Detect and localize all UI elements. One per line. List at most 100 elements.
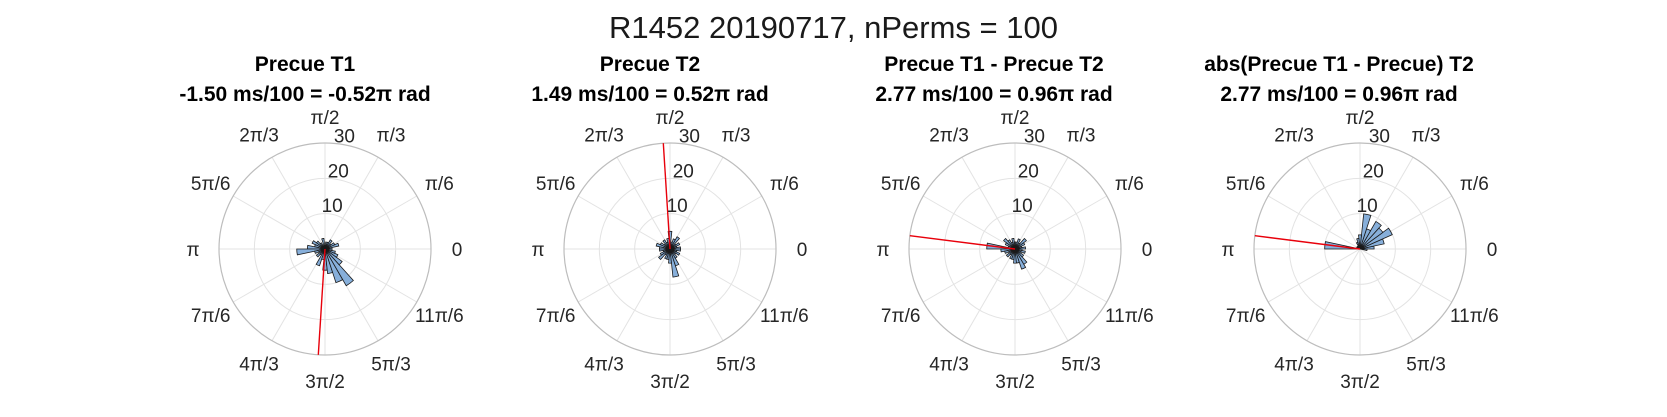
histogram-bar	[1003, 237, 1016, 250]
theta-tick-label: 11π/6	[415, 306, 464, 327]
theta-tick-label: 5π/6	[1226, 174, 1266, 195]
r-tick-label: 20	[1363, 161, 1384, 182]
theta-tick-label: 3π/2	[305, 372, 345, 393]
histogram-bar	[324, 248, 343, 266]
r-gridline	[289, 213, 361, 285]
panel-4-title-block: abs(Precue T1 - Precue) T2 2.77 ms/100 =…	[1139, 50, 1539, 110]
theta-tick-label: 7π/6	[1226, 306, 1266, 327]
polar-plot-1: 10 20 30 0 π/6 π/3 π/2 2π/3 5π/6 π 7π/6 4π/3 3π/2 5π/…	[186, 108, 463, 393]
histogram-bar	[324, 248, 336, 254]
histogram-bar	[1004, 242, 1016, 250]
histogram-bar	[324, 248, 339, 258]
histogram-bar	[1014, 248, 1023, 251]
histogram-bar	[311, 240, 326, 250]
theta-gridline	[669, 156, 724, 250]
theta-tick-label: 7π/6	[536, 306, 576, 327]
r-tick-label: 30	[679, 127, 700, 148]
theta-tick-label: 5π/6	[536, 174, 576, 195]
theta-tick-label: π/2	[1001, 108, 1030, 129]
theta-tick-label: π/6	[1115, 174, 1144, 195]
theta-tick-label: π	[876, 240, 889, 261]
theta-gridline	[1359, 248, 1453, 303]
histogram-bar	[1014, 238, 1021, 250]
r-gridline	[598, 177, 742, 321]
theta-gridline	[922, 195, 1016, 250]
theta-tick-label: 11π/6	[760, 306, 809, 327]
theta-tick-label: π/6	[1460, 174, 1489, 195]
theta-gridline	[577, 195, 671, 250]
theta-gridline	[577, 248, 671, 303]
theta-tick-label: 5π/3	[1406, 354, 1446, 375]
panel-3-subtitle: 2.77 ms/100 = 0.96π rad	[875, 83, 1113, 106]
panel-4-title: abs(Precue T1 - Precue) T2	[1204, 53, 1474, 76]
theta-tick-label: 4π/3	[584, 354, 624, 375]
theta-tick-label: π/2	[656, 108, 685, 129]
histogram-bar	[1014, 248, 1026, 254]
theta-tick-label: 4π/3	[1274, 354, 1314, 375]
r-gridline	[634, 213, 706, 285]
theta-tick-label: π/3	[377, 126, 406, 147]
theta-gridline	[324, 195, 418, 250]
theta-tick-label: 7π/6	[191, 306, 231, 327]
mean-angle-line	[317, 248, 326, 355]
panel-4-subtitle: 2.77 ms/100 = 0.96π rad	[1220, 83, 1458, 106]
theta-tick-label: 5π/3	[1061, 354, 1101, 375]
histogram-bar	[1324, 241, 1361, 250]
r-tick-label: 30	[1024, 127, 1045, 148]
theta-tick-label: π	[531, 240, 544, 261]
panel-2-title-block: Precue T2 1.49 ms/100 = 0.52π rad	[450, 50, 850, 110]
histogram-bar	[324, 248, 354, 287]
theta-tick-label: 0	[797, 240, 808, 261]
theta-tick-label: π/2	[311, 108, 340, 129]
panel-1-title-block: Precue T1 -1.50 ms/100 = -0.52π rad	[105, 50, 505, 110]
theta-gridline	[669, 195, 763, 250]
r-tick-label: 10	[1012, 196, 1033, 217]
theta-tick-label: 7π/6	[881, 306, 921, 327]
theta-gridline	[324, 248, 418, 303]
theta-gridline	[1359, 248, 1414, 342]
theta-gridline	[1014, 156, 1069, 250]
histogram-bar	[1359, 227, 1393, 250]
theta-tick-label: π	[186, 240, 199, 261]
r-tick-label: 10	[322, 196, 343, 217]
theta-tick-label: 2π/3	[1274, 126, 1314, 147]
panel-1-title: Precue T1	[254, 53, 356, 76]
theta-tick-label: 11π/6	[1105, 306, 1154, 327]
theta-tick-label: 2π/3	[239, 126, 279, 147]
theta-tick-label: π/3	[1412, 126, 1441, 147]
theta-tick-label: 5π/6	[881, 174, 921, 195]
theta-tick-label: 2π/3	[584, 126, 624, 147]
mean-angle-line	[909, 235, 1016, 250]
r-gridline	[979, 213, 1051, 285]
theta-tick-label: 0	[452, 240, 463, 261]
figure-title: R1452 20190717, nPerms = 100	[609, 10, 1058, 45]
polar-plot-3: 10 20 30 0 π/6 π/3 π/2 2π/3 5π/6 π 7π/6 4π/3 3π/2 5π/…	[876, 108, 1153, 393]
theta-tick-label: 3π/2	[995, 372, 1035, 393]
theta-gridline	[1267, 248, 1361, 303]
theta-gridline	[1267, 195, 1361, 250]
histogram-bar	[1359, 220, 1382, 250]
mean-angle-line	[662, 143, 671, 250]
r-gridline	[1288, 177, 1432, 321]
r-tick-label: 30	[1369, 127, 1390, 148]
theta-tick-label: π/6	[425, 174, 454, 195]
theta-tick-label: π/6	[770, 174, 799, 195]
histogram-bar	[324, 248, 333, 251]
r-tick-label: 20	[328, 161, 349, 182]
r-tick-label: 30	[334, 127, 355, 148]
theta-tick-label: π/3	[722, 126, 751, 147]
theta-tick-label: 0	[1487, 240, 1498, 261]
polar-outer-ring	[563, 142, 777, 356]
r-tick-label: 10	[667, 196, 688, 217]
panel-1-subtitle: -1.50 ms/100 = -0.52π rad	[179, 83, 431, 106]
polar-outer-ring	[218, 142, 432, 356]
r-tick-label: 20	[1018, 161, 1039, 182]
theta-gridline	[922, 248, 1016, 303]
histogram-bar	[669, 248, 681, 256]
theta-tick-label: 5π/6	[191, 174, 231, 195]
theta-gridline	[1306, 156, 1361, 250]
theta-tick-label: π	[1221, 240, 1234, 261]
theta-gridline	[616, 156, 671, 250]
